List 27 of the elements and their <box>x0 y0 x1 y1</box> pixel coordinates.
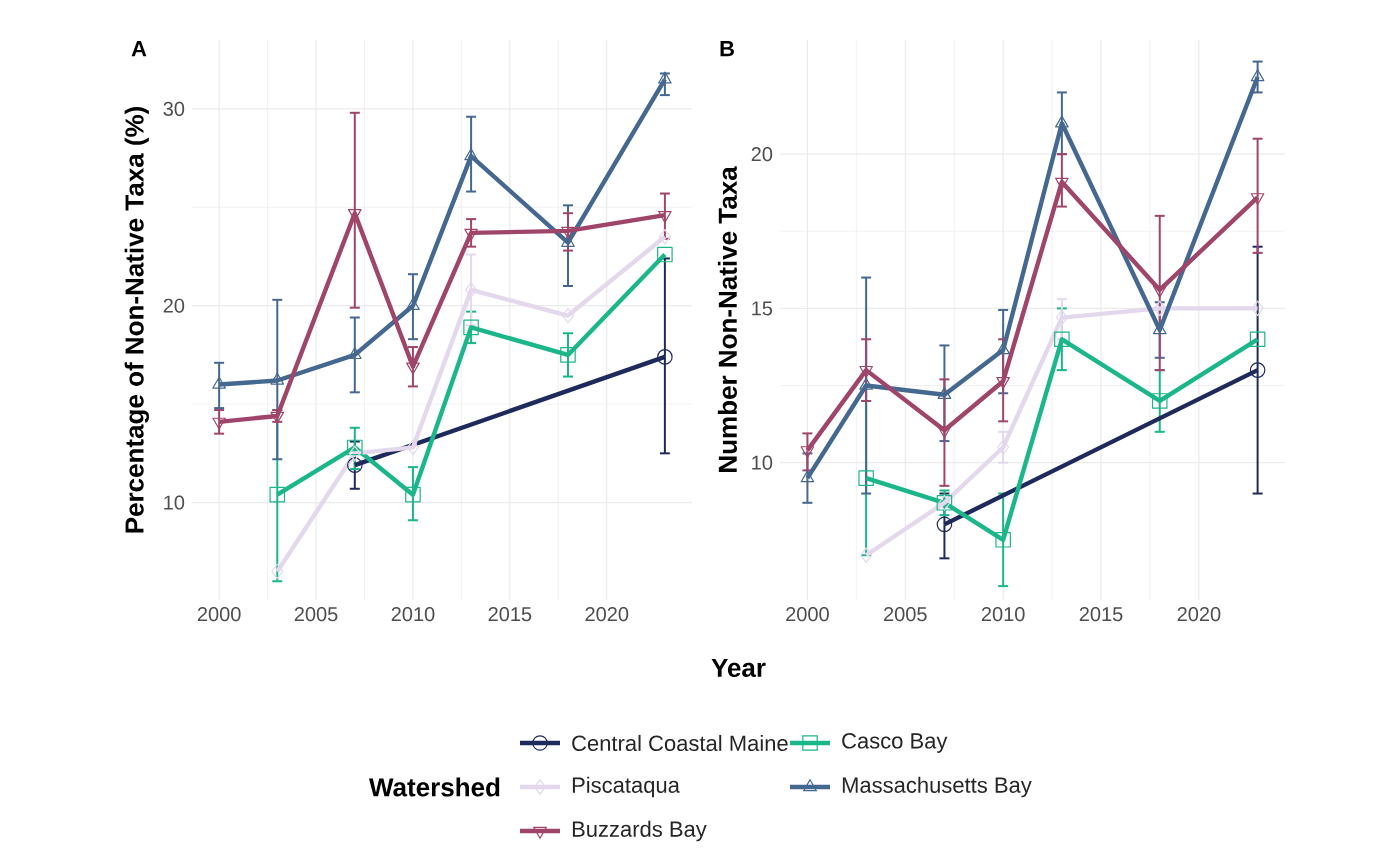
y-axis-title: Number Non-Native Taxa <box>717 166 737 472</box>
x-tick-label: 2010 <box>981 607 1025 622</box>
legend-title: Watershed <box>369 777 500 797</box>
x-tick-label: 2015 <box>488 607 532 622</box>
y-tick-label: 10 <box>164 495 185 510</box>
x-tick-label: 2000 <box>786 607 829 622</box>
x-axis-title: Year <box>711 658 766 678</box>
x-tick-label: 2020 <box>1177 607 1221 622</box>
legend-label: Piscataqua <box>572 776 680 798</box>
x-tick-label: 2010 <box>391 607 435 622</box>
y-tick-label: 15 <box>752 301 773 316</box>
y-tick-label: 10 <box>752 455 773 470</box>
y-tick-label: 30 <box>163 101 185 116</box>
x-tick-label: 2005 <box>884 607 927 622</box>
x-tick-label: 2000 <box>197 607 241 622</box>
legend-label: Central Coastal Maine <box>572 734 788 752</box>
legend-label: Buzzards Bay <box>572 820 707 842</box>
y-axis-title: Percentage of Non-Native Taxa (%) <box>124 107 149 533</box>
chart-title: B <box>720 41 734 57</box>
x-tick-label: 2020 <box>585 607 629 622</box>
y-tick-label: 20 <box>751 147 773 162</box>
legend-label: Massachusetts Bay <box>842 776 1032 798</box>
x-tick-label: 2015 <box>1079 607 1123 622</box>
y-tick-label: 20 <box>163 298 185 313</box>
chart-title: A <box>131 41 147 57</box>
x-tick-label: 2005 <box>294 607 338 622</box>
legend-label: Casco Bay <box>842 733 948 753</box>
